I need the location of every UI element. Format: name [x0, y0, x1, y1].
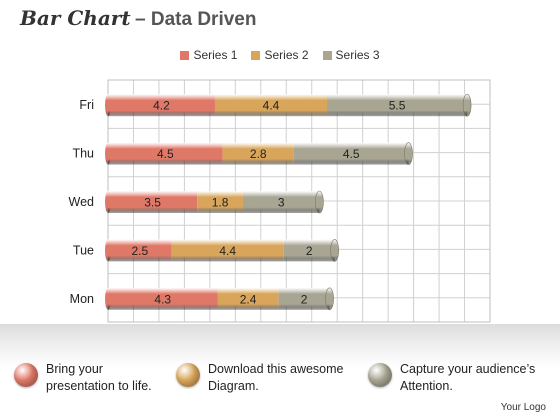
- bar-segment: [108, 142, 223, 165]
- bar-end-cap: [325, 287, 334, 311]
- category-label: Tue: [73, 243, 94, 257]
- category-label: Thu: [72, 147, 94, 161]
- bubble-icon: [368, 363, 392, 387]
- bar-segment: [217, 287, 279, 310]
- bar-segment: [222, 142, 294, 165]
- bar-segment: [108, 94, 215, 117]
- feature-text: Bring your presentation to life.: [46, 362, 152, 393]
- legend-label: Series 2: [264, 48, 309, 62]
- data-label: 4.5: [343, 147, 360, 161]
- bar-segment: [108, 191, 198, 213]
- data-label: 1.8: [212, 196, 229, 210]
- title-script: Bar Chart: [20, 6, 131, 30]
- feature-text: Capture your audience’s Attention.: [400, 362, 536, 393]
- feature-text: Download this awesome Diagram.: [208, 362, 344, 393]
- data-label: 3: [278, 196, 285, 210]
- bar-end-cap: [330, 239, 339, 262]
- feature-item: Capture your audience’s Attention.: [368, 361, 535, 395]
- bar-end-cap: [315, 190, 324, 214]
- legend-swatch-series-2: [251, 50, 261, 60]
- bar-start-cap: [105, 287, 111, 310]
- data-label: 4.2: [153, 99, 170, 113]
- bar-segment: [293, 142, 409, 165]
- bar-end-cap: [462, 93, 472, 117]
- bar-segment: [214, 94, 328, 117]
- bar-segment: [108, 287, 218, 310]
- data-label: 2: [301, 292, 308, 306]
- legend-label: Series 3: [335, 48, 380, 62]
- title-rest: – Data Driven: [135, 9, 257, 30]
- floor-shading: [0, 324, 560, 420]
- bar-segment: [171, 239, 284, 262]
- feature-item: Bring your presentation to life.: [14, 361, 152, 395]
- bar-start-cap: [105, 191, 111, 213]
- data-label: 4.4: [263, 99, 280, 113]
- bar-segment: [283, 239, 335, 262]
- bar-start-cap: [105, 239, 111, 262]
- bar-segment: [197, 191, 243, 213]
- legend-item: Series 2: [251, 48, 309, 62]
- legend-label: Series 1: [193, 48, 238, 62]
- data-label: 2.8: [250, 147, 267, 161]
- data-label: 2: [306, 244, 313, 258]
- category-label: Wed: [69, 195, 95, 209]
- data-label: 4.4: [219, 244, 236, 258]
- legend-item: Series 1: [180, 48, 237, 62]
- data-label: 2.5: [131, 244, 148, 258]
- bubble-icon: [14, 363, 38, 387]
- bar-start-cap: [105, 94, 111, 117]
- data-label: 4.3: [154, 292, 171, 306]
- legend-swatch-series-3: [322, 50, 332, 60]
- chart-legend: Series 1 Series 2 Series 3: [0, 48, 560, 62]
- bar-segment: [108, 239, 172, 262]
- data-label: 5.5: [389, 99, 406, 113]
- bar-segment: [278, 287, 330, 310]
- category-label: Mon: [70, 292, 94, 306]
- page-title: Bar Chart – Data Driven: [20, 6, 256, 36]
- data-label: 2.4: [240, 292, 257, 306]
- bubble-icon: [176, 363, 200, 387]
- bar-chart: Mon 4.3 2.4 2 Tue 2.5 4.4 2 Wed 3.5 1.8 3 Thu 4.5 2.8 4…: [69, 79, 491, 323]
- legend-swatch-series-1: [180, 50, 190, 60]
- bar-segment: [327, 94, 468, 117]
- footer-logo: Your Logo: [500, 402, 546, 413]
- category-label: Fri: [79, 98, 94, 112]
- data-label: 3.5: [144, 196, 161, 210]
- bar-segment: [242, 191, 320, 213]
- bar-end-cap: [404, 142, 413, 165]
- feature-item: Download this awesome Diagram.: [176, 361, 344, 395]
- legend-item: Series 3: [322, 48, 380, 62]
- bar-start-cap: [105, 142, 111, 165]
- data-label: 4.5: [157, 147, 174, 161]
